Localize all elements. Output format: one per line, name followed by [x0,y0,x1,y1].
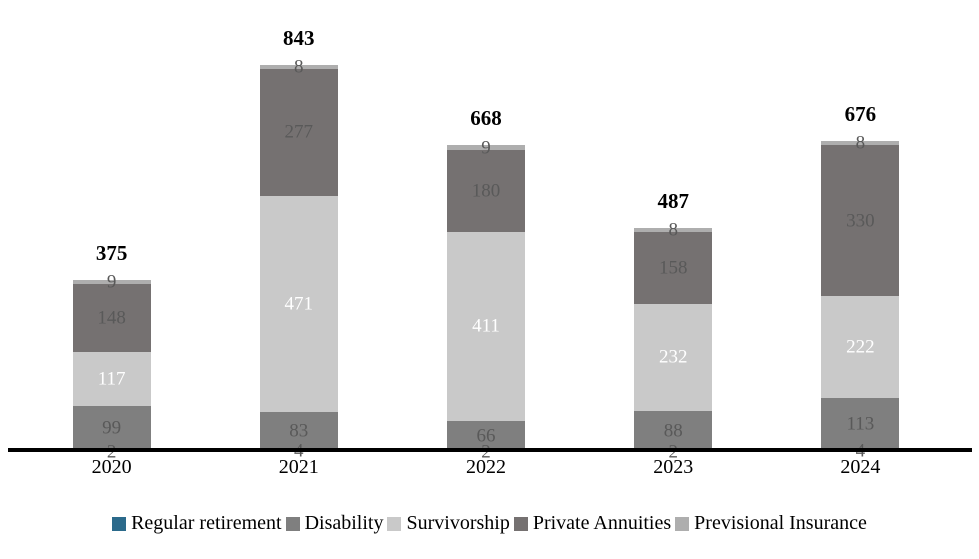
bar-column-2023: 2882321588487 [580,0,767,461]
legend-item-private-annuities: Private Annuities [513,512,672,535]
bar-2023: 2882321588487 [634,189,713,461]
segment-disability-2021: 83 [259,412,338,451]
x-axis-label-2022: 2022 [466,456,506,478]
segment-disability-2022: 66 [447,420,525,452]
segment-value-label: 277 [284,121,314,143]
bar-column-2021: 4834712778843 [205,0,392,461]
legend-label-disability: Disability [304,512,384,534]
x-axis-label-2020: 2020 [91,456,132,478]
bar-column-2020: 2991171489375 [18,0,205,461]
x-axis-line [8,448,972,452]
bar-2024: 41132223308676 [821,102,900,461]
segment-value-label: 471 [284,293,314,315]
legend-swatch-regular-retirement [112,516,127,531]
bar-2020: 2991171489375 [72,241,151,461]
segment-private-annuities-2023: 158 [634,231,713,305]
bar-total-label-2021: 843 [283,26,315,51]
stacked-bar-chart: 2991171489375483471277884326641118096682… [8,0,972,461]
segment-survivorship-2023: 232 [634,304,713,411]
legend-swatch-previsional-insurance [675,516,690,531]
segment-survivorship-2020: 117 [72,351,151,406]
segment-previsional-insurance-2021: 8 [259,57,338,76]
segment-value-label: 411 [472,315,500,337]
legend-swatch-disability [285,516,300,531]
legend: Regular retirement Disability Survivorship… [0,512,979,535]
segment-survivorship-2024: 222 [821,296,900,399]
legend-item-regular-retirement: Regular retirement [112,512,282,535]
legend-label-private-annuities: Private Annuities [532,512,672,534]
segment-private-annuities-2024: 330 [821,144,900,297]
segment-value-label: 232 [658,346,688,368]
segment-value-label: 222 [846,336,875,358]
segment-private-annuities-2022: 180 [447,149,525,233]
segment-value-label: 330 [846,210,875,232]
bar-2021: 4834712778843 [259,26,338,461]
bar-total-label-2022: 668 [470,106,502,131]
segment-value-label: 117 [97,368,126,390]
legend-label-survivorship: Survivorship [406,512,510,534]
segment-previsional-insurance-2024: 8 [821,134,900,153]
segment-value-label: 158 [658,257,688,279]
segment-value-label: 8 [855,132,866,154]
segment-value-label: 113 [846,413,875,435]
x-axis-label-2023: 2023 [653,456,694,478]
legend-item-previsional-insurance: Previsional Insurance [675,512,867,535]
segment-previsional-insurance-2023: 8 [634,220,713,239]
bar-total-label-2023: 487 [657,189,689,214]
segment-value-label: 9 [106,271,117,293]
segment-value-label: 148 [97,307,126,329]
legend-label-previsional-insurance: Previsional Insurance [694,512,867,534]
segment-value-label: 180 [471,180,501,202]
bars-row: 2991171489375483471277884326641118096682… [18,0,954,461]
legend-label-regular-retirement: Regular retirement [131,512,282,534]
segment-survivorship-2022: 411 [447,232,525,421]
legend-item-survivorship: Survivorship [387,512,510,535]
bar-column-2024: 41132223308676 [767,0,954,461]
segment-value-label: 99 [102,417,122,439]
segment-disability-2020: 99 [72,405,151,452]
x-axis-label-2021: 2021 [278,456,319,478]
segment-disability-2023: 88 [634,410,713,452]
x-axis-label-2024: 2024 [840,456,881,478]
segment-value-label: 8 [294,56,304,78]
segment-value-label: 66 [476,425,496,447]
segment-value-label: 9 [481,137,491,158]
segment-value-label: 8 [668,219,678,241]
segment-disability-2024: 113 [821,398,900,451]
bar-column-2022: 2664111809668 [392,0,579,461]
bar-total-label-2024: 676 [844,102,877,127]
segment-previsional-insurance-2022: 9 [447,138,525,157]
legend-swatch-private-annuities [513,516,528,531]
bar-2022: 2664111809668 [447,106,525,461]
segment-previsional-insurance-2020: 9 [72,272,151,291]
legend-swatch-survivorship [387,516,402,531]
x-axis-labels: 2020 2021 2022 2023 2024 [18,456,954,479]
legend-item-disability: Disability [285,512,384,535]
segment-private-annuities-2021: 277 [259,68,338,196]
segment-survivorship-2021: 471 [259,195,338,413]
bar-total-label-2020: 375 [95,240,128,265]
segment-private-annuities-2020: 148 [72,284,151,352]
segment-value-label: 88 [663,420,683,442]
segment-value-label: 83 [289,420,309,442]
